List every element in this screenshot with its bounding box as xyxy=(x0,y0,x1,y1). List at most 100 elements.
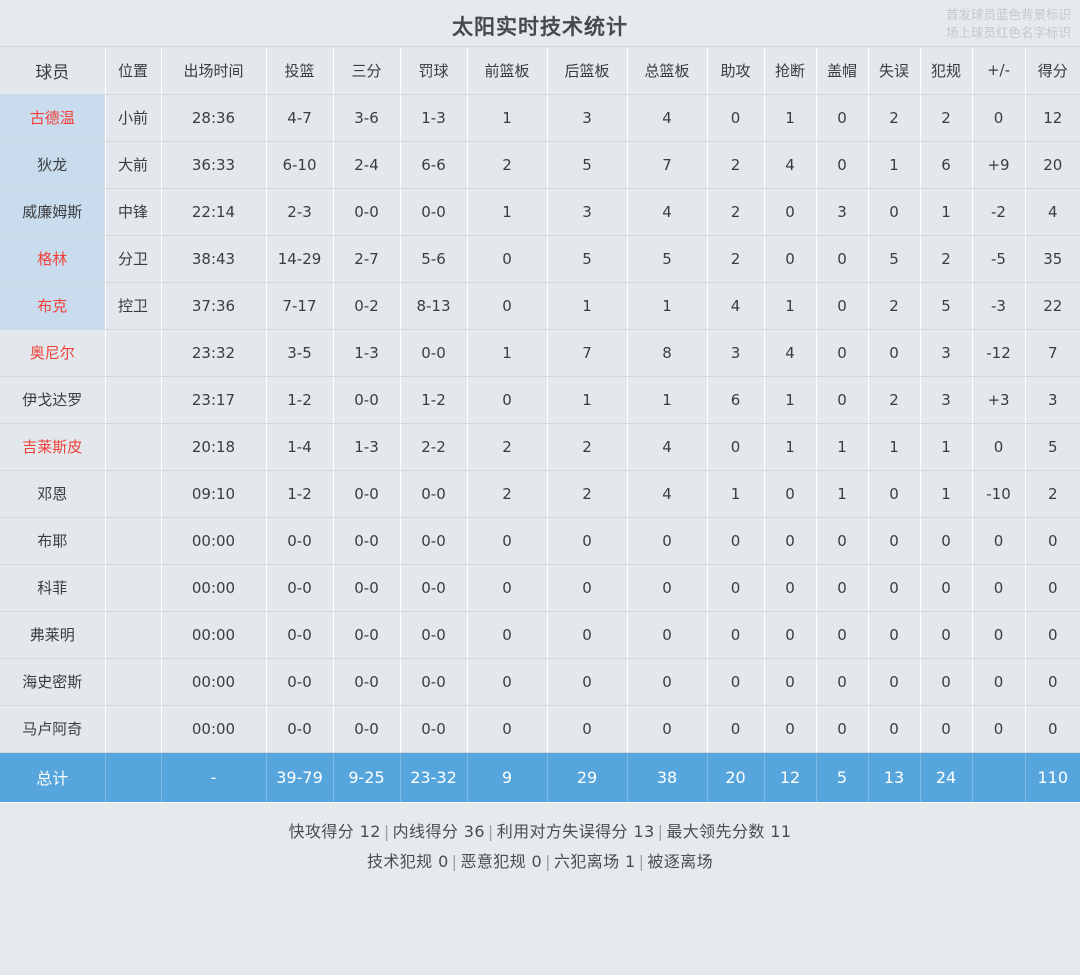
stat-plus-minus: -5 xyxy=(972,235,1026,283)
stat-total-rebounds: 1 xyxy=(627,376,708,424)
player-name[interactable]: 马卢阿奇 xyxy=(0,705,106,753)
column-header-position[interactable]: 位置 xyxy=(105,47,162,95)
player-position: 大前 xyxy=(105,141,162,189)
column-header-minutes[interactable]: 出场时间 xyxy=(161,47,267,95)
column-header-fouls[interactable]: 犯规 xyxy=(920,47,973,95)
player-name[interactable]: 奥尼尔 xyxy=(0,329,106,377)
totals-row: 总计 -39-79 9-25 23-32 9 29 38 20 12 5 13 24 110 xyxy=(0,752,1080,802)
stat-defensive-rebounds: 0 xyxy=(547,564,628,612)
stat-blocks: 0 xyxy=(816,564,869,612)
player-name[interactable]: 邓恩 xyxy=(0,470,106,518)
stat-total-rebounds: 0 xyxy=(627,517,708,565)
column-header-points[interactable]: 得分 xyxy=(1025,47,1080,95)
column-header-plus-minus[interactable]: +/- xyxy=(972,47,1026,95)
totals-fouls: 24 xyxy=(920,752,973,802)
table-row[interactable]: 马卢阿奇 00:00 0-0 0-0 0-0 0 0 0 0 0 0 0 0 0 0 xyxy=(0,705,1080,753)
column-header-offensive-rebounds[interactable]: 前篮板 xyxy=(467,47,548,95)
foul-stat-item: 被逐离场 xyxy=(647,852,713,871)
stat-free-throw: 2-2 xyxy=(400,423,468,471)
scoring-stat-value: 11 xyxy=(764,822,792,841)
table-row[interactable]: 科菲 00:00 0-0 0-0 0-0 0 0 0 0 0 0 0 0 0 0 xyxy=(0,564,1080,612)
stat-steals: 0 xyxy=(764,517,817,565)
column-header-blocks[interactable]: 盖帽 xyxy=(816,47,869,95)
stat-plus-minus: 0 xyxy=(972,705,1026,753)
table-row[interactable]: 威廉姆斯 中锋 22:14 2-3 0-0 0-0 1 3 4 2 0 3 0 1 -2 4 xyxy=(0,188,1080,236)
totals-total-rebounds: 38 xyxy=(627,752,708,802)
table-row[interactable]: 弗莱明 00:00 0-0 0-0 0-0 0 0 0 0 0 0 0 0 0 0 xyxy=(0,611,1080,659)
stat-offensive-rebounds: 0 xyxy=(467,517,548,565)
player-name[interactable]: 古德温 xyxy=(0,94,106,142)
column-header-free-throw[interactable]: 罚球 xyxy=(400,47,468,95)
player-position: 中锋 xyxy=(105,188,162,236)
stat-three-point: 1-3 xyxy=(333,423,401,471)
column-header-total-rebounds[interactable]: 总篮板 xyxy=(627,47,708,95)
stat-assists: 0 xyxy=(707,705,765,753)
table-row[interactable]: 狄龙 大前 36:33 6-10 2-4 6-6 2 5 7 2 4 0 1 6 +9 20 xyxy=(0,141,1080,189)
legend-line-oncourt: 场上球员红色名字标识 xyxy=(945,25,1071,40)
stat-turnovers: 5 xyxy=(868,235,921,283)
stat-three-point: 0-0 xyxy=(333,376,401,424)
player-name[interactable]: 吉莱斯皮 xyxy=(0,423,106,471)
column-header-three-point[interactable]: 三分 xyxy=(333,47,401,95)
stat-fouls: 1 xyxy=(920,470,973,518)
player-name[interactable]: 威廉姆斯 xyxy=(0,188,106,236)
stat-fouls: 2 xyxy=(920,235,973,283)
player-position: 小前 xyxy=(105,94,162,142)
player-name[interactable]: 伊戈达罗 xyxy=(0,376,106,424)
stat-blocks: 1 xyxy=(816,470,869,518)
stat-total-rebounds: 7 xyxy=(627,141,708,189)
table-row[interactable]: 伊戈达罗 23:17 1-2 0-0 1-2 0 1 1 6 1 0 2 3 +3 3 xyxy=(0,376,1080,424)
stat-total-rebounds: 0 xyxy=(627,658,708,706)
totals-plus-minus xyxy=(972,752,1026,802)
stat-blocks: 0 xyxy=(816,658,869,706)
stat-plus-minus: 0 xyxy=(972,517,1026,565)
player-name[interactable]: 弗莱明 xyxy=(0,611,106,659)
stat-three-point: 0-0 xyxy=(333,470,401,518)
foul-stat-label: 技术犯规 xyxy=(366,852,433,871)
table-row[interactable]: 布克 控卫 37:36 7-17 0-2 8-13 0 1 1 4 1 0 2 5 -3 22 xyxy=(0,282,1080,330)
player-position xyxy=(105,470,162,518)
table-row[interactable]: 海史密斯 00:00 0-0 0-0 0-0 0 0 0 0 0 0 0 0 0 0 xyxy=(0,658,1080,706)
stat-total-rebounds: 4 xyxy=(627,470,708,518)
player-name[interactable]: 布克 xyxy=(0,282,106,330)
player-name[interactable]: 科菲 xyxy=(0,564,106,612)
stat-steals: 0 xyxy=(764,470,817,518)
player-name[interactable]: 格林 xyxy=(0,235,106,283)
stat-three-point: 0-2 xyxy=(333,282,401,330)
player-name[interactable]: 海史密斯 xyxy=(0,658,106,706)
player-name[interactable]: 布耶 xyxy=(0,517,106,565)
scoring-stat-label: 快攻得分 xyxy=(288,822,355,841)
stat-offensive-rebounds: 1 xyxy=(467,188,548,236)
table-row[interactable]: 吉莱斯皮 20:18 1-4 1-3 2-2 2 2 4 0 1 1 1 1 0 5 xyxy=(0,423,1080,471)
stat-plus-minus: -10 xyxy=(972,470,1026,518)
stat-turnovers: 2 xyxy=(868,94,921,142)
stat-offensive-rebounds: 0 xyxy=(467,235,548,283)
legend-note: 首发球员蓝色背景标识 场上球员红色名字标识 xyxy=(946,6,1071,42)
column-header-player[interactable]: 球员 xyxy=(0,47,106,95)
stat-fouls: 6 xyxy=(920,141,973,189)
table-row[interactable]: 布耶 00:00 0-0 0-0 0-0 0 0 0 0 0 0 0 0 0 0 xyxy=(0,517,1080,565)
table-row[interactable]: 邓恩 09:10 1-2 0-0 0-0 2 2 4 1 0 1 0 1 -10 2 xyxy=(0,470,1080,518)
stat-free-throw: 5-6 xyxy=(400,235,468,283)
stat-points: 0 xyxy=(1025,611,1080,659)
stat-field-goals: 0-0 xyxy=(266,611,334,659)
table-row[interactable]: 格林 分卫 38:43 14-29 2-7 5-6 0 5 5 2 0 0 5 2 -5 35 xyxy=(0,235,1080,283)
player-position xyxy=(105,611,162,659)
stat-assists: 4 xyxy=(707,282,765,330)
stat-total-rebounds: 1 xyxy=(627,282,708,330)
stat-fouls: 1 xyxy=(920,423,973,471)
stat-points: 22 xyxy=(1025,282,1080,330)
column-header-steals[interactable]: 抢断 xyxy=(764,47,817,95)
column-header-turnovers[interactable]: 失误 xyxy=(868,47,921,95)
player-name[interactable]: 狄龙 xyxy=(0,141,106,189)
scoring-stat-label: 内线得分 xyxy=(392,822,459,841)
table-header: 球员 位置 出场时间 投篮 三分 罚球 前篮板 后篮板 总篮板 助攻 抢断 盖帽 失误 犯规 +/- 得分 xyxy=(0,47,1080,95)
stat-free-throw: 0-0 xyxy=(400,470,468,518)
column-header-assists[interactable]: 助攻 xyxy=(707,47,765,95)
table-row[interactable]: 奥尼尔 23:32 3-5 1-3 0-0 1 7 8 3 4 0 0 3 -12 7 xyxy=(0,329,1080,377)
column-header-defensive-rebounds[interactable]: 后篮板 xyxy=(547,47,628,95)
table-row[interactable]: 古德温 小前 28:36 4-7 3-6 1-3 1 3 4 0 1 0 2 2 0 12 xyxy=(0,94,1080,142)
column-header-field-goals[interactable]: 投篮 xyxy=(266,47,334,95)
stat-assists: 2 xyxy=(707,235,765,283)
stat-turnovers: 1 xyxy=(868,141,921,189)
